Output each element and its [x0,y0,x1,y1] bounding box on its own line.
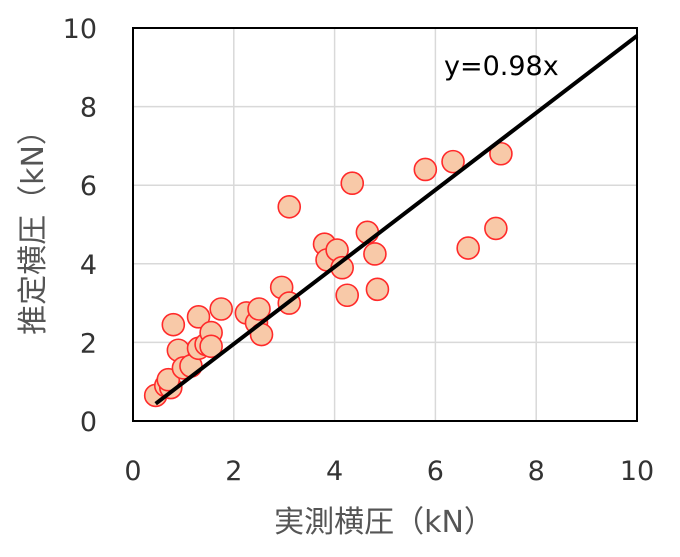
x-tick-label-2: 4 [326,456,343,487]
data-point-13 [209,297,233,321]
plot-area-frame [132,27,638,422]
data-point-26 [340,171,365,196]
data-point-32 [456,236,480,260]
y-tick-label-3: 6 [80,171,97,202]
y-tick-label-4: 8 [80,93,97,124]
regression-line [154,34,639,406]
y-tick-label-0: 0 [80,407,97,438]
x-tick-label-5: 10 [620,456,654,487]
x-tick-labels: 0 2 4 6 8 10 [124,456,654,487]
x-tick-label-1: 2 [225,456,242,487]
y-tick-label-5: 10 [63,14,97,45]
x-tick-label-0: 0 [124,456,141,487]
data-point-16 [247,297,271,321]
y-tick-label-1: 2 [80,328,97,359]
data-point-4 [161,312,186,337]
y-axis-title: 推定横圧（kN） [16,115,51,335]
data-point-25 [335,283,360,308]
x-tick-label-4: 8 [528,456,545,487]
data-point-31 [441,149,465,174]
regression-equation: y=0.98x [444,51,559,82]
y-tick-label-2: 4 [80,250,97,281]
data-point-30 [413,157,438,182]
data-points [143,141,513,408]
data-point-34 [489,141,513,166]
data-point-29 [365,277,390,302]
x-axis-title: 実測横圧（kN） [274,505,494,540]
data-point-8 [186,305,211,329]
x-tick-label-3: 6 [427,456,444,487]
y-tick-labels: 0 2 4 6 8 10 [63,14,97,438]
data-point-12 [199,334,223,359]
data-point-33 [484,216,508,241]
data-point-28 [363,242,387,266]
data-point-20 [277,195,302,219]
